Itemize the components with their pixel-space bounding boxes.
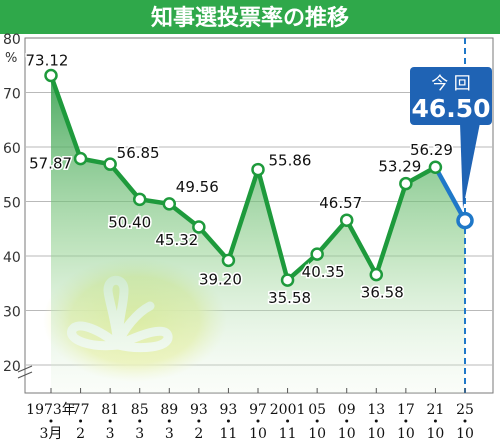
x-tick-dot <box>404 419 408 423</box>
y-tick-label: 20 <box>3 359 21 375</box>
x-tick-label-year: 13 <box>367 402 385 418</box>
x-tick-dot <box>463 419 467 423</box>
x-tick-label-year: 1973年 <box>26 402 76 418</box>
data-point <box>192 220 206 234</box>
axis-break-icon <box>17 365 33 379</box>
data-label: 53.29 <box>378 158 421 176</box>
x-tick-label-year: 85 <box>131 402 149 418</box>
x-tick-dot <box>315 419 319 423</box>
data-label: 56.29 <box>410 141 453 159</box>
data-labels: 73.12 57.87 56.85 50.40 49.56 45.32 39.20 55.86… <box>24 50 454 309</box>
callout-box <box>410 67 492 125</box>
x-tick-label-month: 10 <box>397 426 415 442</box>
x-tick-label-year: 81 <box>101 402 119 418</box>
data-point <box>162 197 177 211</box>
x-tick-label-year: 09 <box>338 402 356 418</box>
x-tick-label-year: 93 <box>190 402 208 418</box>
x-tick-dot <box>374 419 378 423</box>
x-tick-label-year: 2001 <box>270 402 306 418</box>
x-tick-label-month: 2 <box>194 426 203 442</box>
y-axis: 20 30 40 50 60 70 80% <box>3 32 33 379</box>
x-tick-label-year: 05 <box>308 402 326 418</box>
x-tick-label-year: 93 <box>220 402 238 418</box>
chart-title: 知事選投票率の推移 <box>151 5 349 31</box>
data-label: 35.58 <box>268 289 311 307</box>
data-label: 55.86 <box>269 152 312 170</box>
x-tick-label-month: 3 <box>135 426 144 442</box>
x-tick-label-year: 89 <box>160 402 178 418</box>
x-tick-label-year: 25 <box>456 402 474 418</box>
x-tick-dot <box>226 419 230 423</box>
y-tick-label: 70 <box>3 87 21 103</box>
data-point <box>428 160 443 174</box>
data-label: 45.32 <box>155 231 198 249</box>
y-tick-label: 50 <box>3 196 21 212</box>
x-tick-label-month: 10 <box>367 426 385 442</box>
x-tick-label-year: 21 <box>427 402 445 418</box>
y-tick-label: 40 <box>3 250 21 266</box>
data-point <box>103 157 117 171</box>
x-tick-dot <box>433 419 437 423</box>
x-tick-dot <box>256 419 260 423</box>
data-point <box>44 68 58 83</box>
x-tick-dot <box>108 419 112 423</box>
latest-callout: 今 回 46.50 <box>410 67 492 209</box>
data-point <box>399 176 413 191</box>
y-tick-label: 30 <box>3 305 21 321</box>
data-point <box>251 162 265 177</box>
data-label: 36.58 <box>361 284 404 302</box>
x-tick-label-year: 17 <box>397 402 415 418</box>
x-tick-label-month: 10 <box>427 426 445 442</box>
data-point <box>456 211 474 230</box>
data-point <box>310 247 324 261</box>
x-tick-label-month: 11 <box>279 426 297 442</box>
y-axis-unit: % <box>5 51 17 66</box>
data-label: 49.56 <box>176 178 219 196</box>
x-tick-label-month: 11 <box>220 426 238 442</box>
data-point <box>369 267 384 282</box>
data-label: 40.35 <box>302 263 345 281</box>
x-tick-dot <box>49 419 53 423</box>
data-point <box>280 273 295 287</box>
data-label: 57.87 <box>29 155 72 173</box>
x-tick-label-month: 3 <box>106 426 115 442</box>
x-tick-dot <box>197 419 201 423</box>
data-label: 39.20 <box>199 270 242 288</box>
data-label: 56.85 <box>117 144 160 162</box>
x-tick-label-month: 3 <box>165 426 174 442</box>
x-tick-label-year: 77 <box>72 402 90 418</box>
data-point <box>339 213 354 227</box>
x-tick-label-month: 10 <box>308 426 326 442</box>
callout-label: 今 回 <box>431 74 470 94</box>
y-tick-label: 80 <box>3 32 21 48</box>
title-banner <box>0 0 500 34</box>
x-tick-label-month: 10 <box>456 426 474 442</box>
data-point <box>73 151 88 166</box>
x-tick-dot <box>138 419 142 423</box>
x-tick-label-month: 2 <box>76 426 85 442</box>
series-line <box>48 74 437 283</box>
data-point <box>221 253 236 268</box>
data-point <box>132 192 147 207</box>
x-tick-label-year: 97 <box>249 402 267 418</box>
x-tick-dot <box>79 419 83 423</box>
x-tick-dot <box>286 419 290 423</box>
x-tick-label-month: 10 <box>338 426 356 442</box>
callout-pointer <box>460 123 480 209</box>
area-fill <box>51 75 465 393</box>
x-tick-label-month: 10 <box>249 426 267 442</box>
x-axis: 1973年3月772813853893932931197102001110510… <box>26 388 474 442</box>
data-label: 73.12 <box>26 51 69 69</box>
data-label: 50.40 <box>108 213 151 231</box>
data-label: 46.57 <box>319 194 362 212</box>
y-tick-label: 60 <box>3 141 21 157</box>
latest-segment <box>433 166 467 222</box>
callout-value: 46.50 <box>411 94 490 123</box>
x-tick-label-month: 3月 <box>40 426 63 442</box>
x-tick-dot <box>167 419 171 423</box>
data-markers <box>44 68 474 287</box>
x-tick-dot <box>345 419 349 423</box>
